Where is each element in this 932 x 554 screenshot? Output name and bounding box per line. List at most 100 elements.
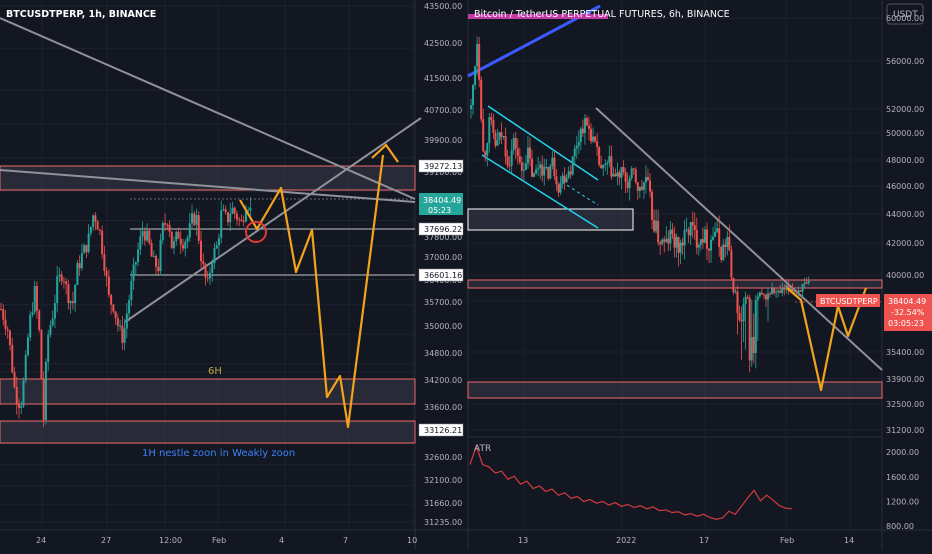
left-candle xyxy=(164,223,167,225)
right-time-tick: 17 xyxy=(699,536,709,545)
right-candle xyxy=(685,229,688,231)
left-candle xyxy=(15,387,18,405)
left-time-tick: 24 xyxy=(36,536,46,545)
left-candle xyxy=(33,285,36,313)
left-candle xyxy=(179,238,182,245)
right-candle xyxy=(632,168,635,170)
left-marker-circle xyxy=(245,221,267,243)
right-candle xyxy=(793,290,796,292)
right-candle xyxy=(500,132,503,137)
right-candle xyxy=(760,292,763,295)
left-candle xyxy=(148,230,151,243)
right-candle xyxy=(638,186,641,191)
left-price-tick: 39900.00 xyxy=(424,136,462,145)
right-price-tick: 56000.00 xyxy=(886,57,924,66)
right-candle xyxy=(516,148,519,157)
right-price-tick: 46000.00 xyxy=(886,182,924,191)
right-candle xyxy=(480,79,483,120)
left-candle xyxy=(114,311,117,318)
right-candle xyxy=(734,291,737,293)
right-candle xyxy=(679,242,682,253)
right-candle xyxy=(496,140,499,146)
right-candle xyxy=(767,293,770,300)
left-candle xyxy=(110,294,113,305)
left-time-tick: Feb xyxy=(212,536,226,545)
left-candle xyxy=(69,301,72,304)
symbol-badge: BTCUSDTPERP xyxy=(820,297,878,306)
left-price-tick: 33600.00 xyxy=(424,403,462,412)
right-candle xyxy=(801,284,804,292)
left-price-tick: 32100.00 xyxy=(424,476,462,485)
right-time-tick: 2022 xyxy=(616,536,636,545)
right-candle xyxy=(651,191,654,220)
left-candle xyxy=(2,309,5,320)
right-candle xyxy=(510,150,513,166)
left-candle xyxy=(157,266,160,272)
right-candle xyxy=(476,44,479,67)
left-candle xyxy=(80,253,83,269)
right-candle xyxy=(649,180,652,192)
right-price-tick: 35400.00 xyxy=(886,348,924,357)
left-level-label-box xyxy=(418,222,464,236)
right-candle xyxy=(590,128,593,142)
right-candle xyxy=(587,125,590,129)
right-channel-upper xyxy=(487,105,599,181)
currency-label[interactable]: USDT xyxy=(893,10,918,20)
left-candle xyxy=(139,236,142,250)
left-price-tick: 37800.00 xyxy=(424,233,462,242)
left-time-tick: 4 xyxy=(279,536,284,545)
left-candle xyxy=(229,213,232,223)
right-candle xyxy=(484,151,487,156)
left-candle xyxy=(62,281,65,283)
left-candle xyxy=(238,219,241,221)
right-candle xyxy=(807,280,810,283)
left-candle xyxy=(76,263,79,286)
left-candle xyxy=(67,284,70,304)
right-candle xyxy=(677,236,680,253)
left-candle xyxy=(85,245,88,253)
right-candle xyxy=(691,222,694,226)
currency-button[interactable] xyxy=(886,3,924,25)
right-candle xyxy=(712,236,715,240)
left-candle xyxy=(244,211,247,222)
left-time-tick: 10 xyxy=(407,536,417,545)
left-candle xyxy=(186,237,189,242)
price-badge: 38404.49 xyxy=(888,297,926,306)
right-candle xyxy=(657,220,660,243)
right-candle xyxy=(596,141,599,148)
left-price-tick: 37000.00 xyxy=(424,253,462,262)
left-candle xyxy=(40,330,43,379)
left-countdown: 05:23 xyxy=(428,206,451,215)
zone-annotation: 1H nestle zoon in Weakly zoon xyxy=(142,448,295,459)
left-candle xyxy=(132,264,135,281)
right-candle xyxy=(571,156,574,175)
right-candle xyxy=(634,169,637,183)
right-price-tick: 44000.00 xyxy=(886,210,924,219)
left-price-tick: 34200.00 xyxy=(424,376,462,385)
right-candle xyxy=(722,244,725,260)
left-candle xyxy=(11,345,14,373)
right-candle xyxy=(752,336,755,354)
right-candle xyxy=(659,242,662,245)
left-candle xyxy=(22,380,25,407)
right-candle xyxy=(482,119,485,152)
right-candle xyxy=(628,178,631,189)
right-candle xyxy=(506,156,509,166)
right-candle xyxy=(504,135,507,157)
right-candle xyxy=(618,172,621,178)
right-candle xyxy=(567,171,570,178)
left-candle xyxy=(242,220,245,222)
left-candle xyxy=(137,249,140,263)
right-candle xyxy=(494,132,497,146)
left-candle xyxy=(121,325,124,343)
left-level-label: 37696.22 xyxy=(424,225,462,234)
left-candle xyxy=(188,223,191,238)
right-candle xyxy=(575,145,578,149)
left-candle xyxy=(26,337,29,355)
right-candle xyxy=(488,117,491,144)
left-price-tick: 35700.00 xyxy=(424,298,462,307)
right-candle xyxy=(781,287,784,294)
right-candle xyxy=(716,228,719,232)
right-candle xyxy=(799,290,802,292)
